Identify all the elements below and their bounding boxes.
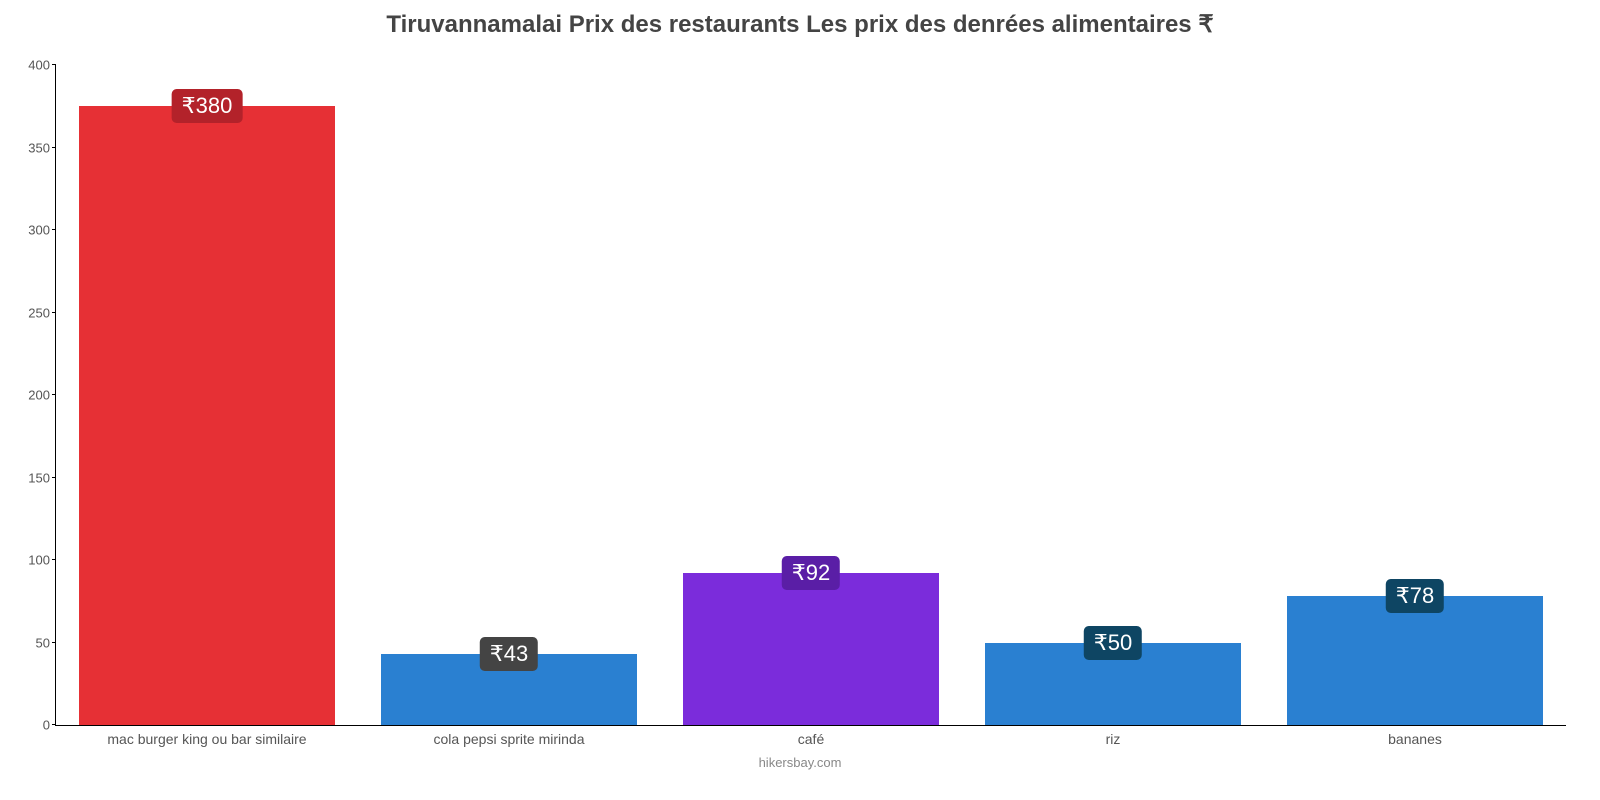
x-axis-label: cola pepsi sprite mirinda: [434, 725, 585, 747]
value-badge: ₹380: [172, 89, 243, 123]
value-badge: ₹43: [480, 637, 538, 671]
y-axis-tick-mark: [52, 559, 56, 560]
y-axis-tick-label: 250: [28, 305, 56, 320]
y-axis-tick-mark: [52, 64, 56, 65]
value-badge: ₹78: [1386, 579, 1444, 613]
bar: [683, 573, 940, 725]
y-axis-tick-label: 350: [28, 140, 56, 155]
y-axis-tick-label: 50: [36, 635, 56, 650]
x-axis-label: riz: [1106, 725, 1121, 747]
value-badge: ₹50: [1084, 626, 1142, 660]
y-axis-tick-label: 400: [28, 58, 56, 73]
chart-title: Tiruvannamalai Prix des restaurants Les …: [0, 10, 1600, 39]
y-axis-tick-mark: [52, 477, 56, 478]
x-axis-label: bananes: [1388, 725, 1442, 747]
value-badge: ₹92: [782, 556, 840, 590]
y-axis-tick-mark: [52, 642, 56, 643]
y-axis-tick-mark: [52, 229, 56, 230]
price-chart: Tiruvannamalai Prix des restaurants Les …: [0, 0, 1600, 800]
x-axis-label: mac burger king ou bar similaire: [107, 725, 306, 747]
y-axis-tick-label: 200: [28, 388, 56, 403]
y-axis-tick-mark: [52, 147, 56, 148]
chart-plot-area: 050100150200250300350400mac burger king …: [55, 65, 1566, 726]
y-axis-tick-label: 0: [43, 718, 56, 733]
chart-subcaption: hikersbay.com: [0, 755, 1600, 770]
y-axis-tick-mark: [52, 394, 56, 395]
bar: [1287, 596, 1544, 725]
x-axis-label: café: [798, 725, 824, 747]
y-axis-tick-mark: [52, 724, 56, 725]
bar: [79, 106, 336, 725]
y-axis-tick-label: 100: [28, 553, 56, 568]
y-axis-tick-label: 300: [28, 223, 56, 238]
y-axis-tick-mark: [52, 312, 56, 313]
y-axis-tick-label: 150: [28, 470, 56, 485]
